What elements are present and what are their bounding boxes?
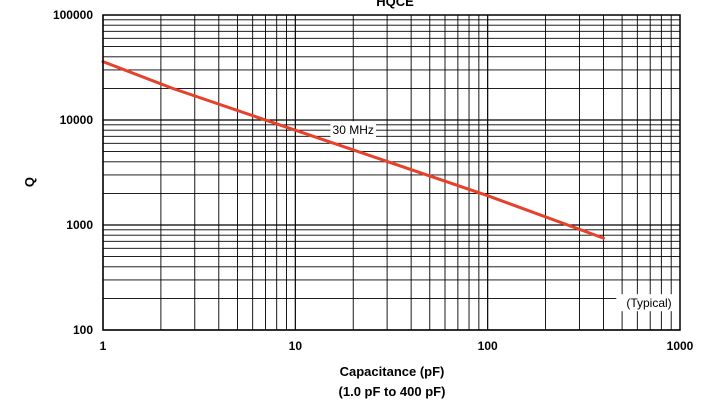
y-tick-label: 1000 (66, 218, 93, 232)
y-tick-label: 100 (73, 323, 93, 337)
y-axis-title: Q (22, 177, 37, 187)
x-axis-title: Capacitance (pF) (340, 364, 445, 379)
x-tick-label: 10 (289, 339, 303, 353)
annotation: (Typical) (616, 294, 682, 312)
plot-frame (102, 14, 681, 331)
annotation-background (616, 294, 682, 312)
annotation-label: (Typical) (626, 296, 671, 310)
annotation: 30 MHz (330, 121, 377, 139)
series-layer (101, 60, 605, 240)
x-tick-label: 1000 (667, 339, 694, 353)
tick-labels: 1 10 100 1000 100 1000 10000 100000 (53, 8, 694, 353)
y-tick-label: 100000 (53, 8, 93, 22)
x-tick-label: 100 (478, 339, 498, 353)
chart-title: HQCE (376, 0, 414, 9)
annotation-label: 30 MHz (333, 123, 374, 137)
series-line (101, 60, 605, 240)
annotation-background (330, 121, 377, 139)
x-axis-subtitle: (1.0 pF to 400 pF) (339, 384, 446, 399)
annotations-layer: 30 MHz (Typical) (330, 121, 682, 312)
y-tick-label: 10000 (60, 113, 94, 127)
x-tick-label: 1 (100, 339, 107, 353)
